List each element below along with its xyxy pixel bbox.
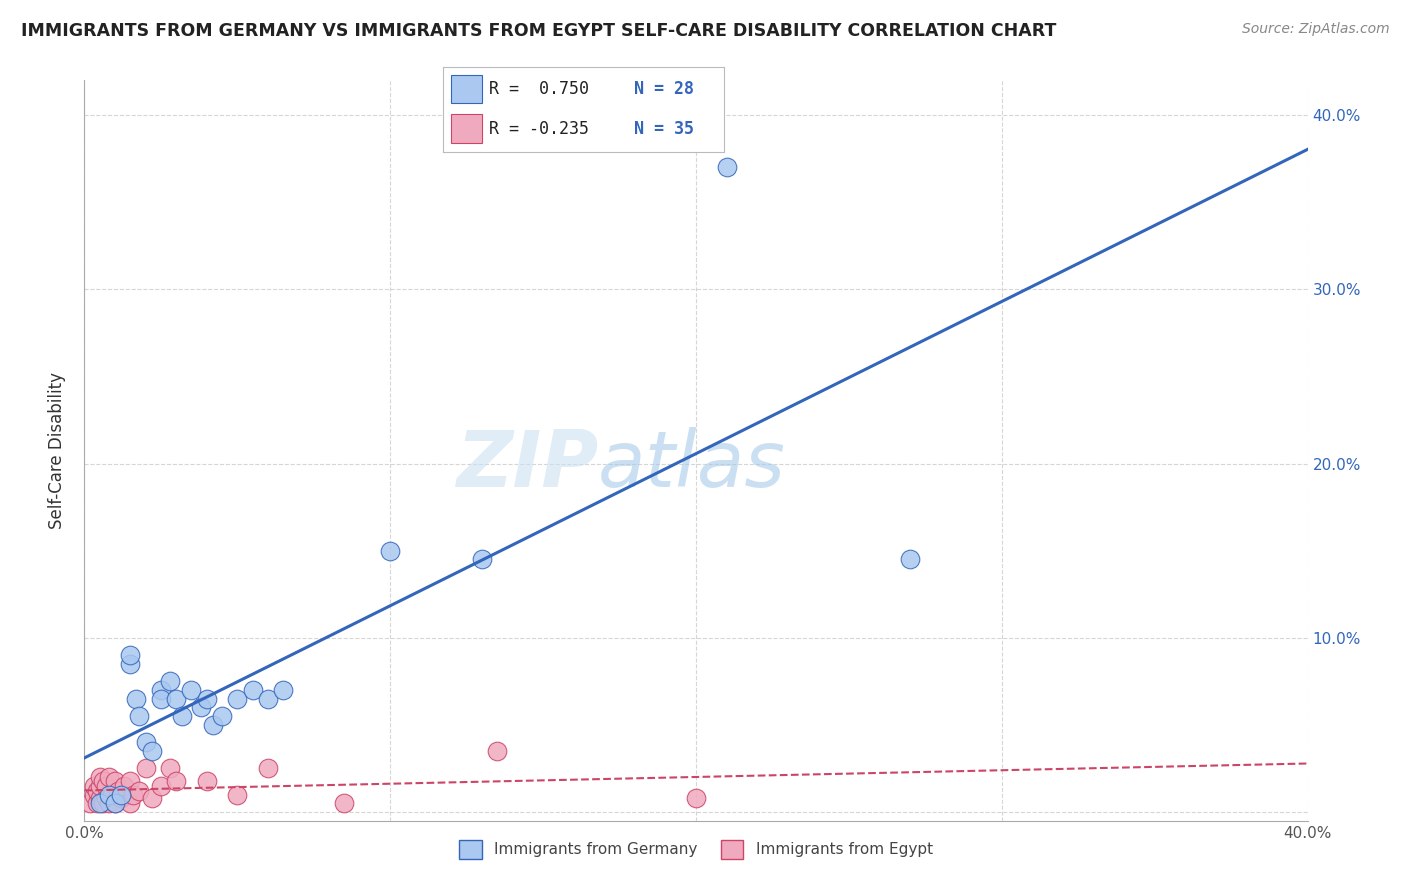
Point	[242, 683, 264, 698]
Point	[83, 779, 105, 793]
Point	[91, 796, 114, 810]
Point	[165, 691, 187, 706]
Point	[271, 683, 294, 698]
Legend: Immigrants from Germany, Immigrants from Egypt: Immigrants from Germany, Immigrants from…	[453, 834, 939, 865]
Text: N = 28: N = 28	[634, 80, 695, 98]
Point	[97, 770, 120, 784]
Point	[190, 700, 212, 714]
Point	[120, 796, 142, 810]
Point	[86, 784, 108, 798]
Point	[107, 784, 129, 798]
Point	[120, 657, 142, 671]
Point	[195, 773, 218, 788]
Point	[135, 761, 157, 775]
Point	[94, 791, 117, 805]
Y-axis label: Self-Care Disability: Self-Care Disability	[48, 372, 66, 529]
Point	[149, 683, 172, 698]
Point	[104, 796, 127, 810]
Point	[149, 779, 172, 793]
Point	[120, 648, 142, 662]
Text: IMMIGRANTS FROM GERMANY VS IMMIGRANTS FROM EGYPT SELF-CARE DISABILITY CORRELATIO: IMMIGRANTS FROM GERMANY VS IMMIGRANTS FR…	[21, 22, 1056, 40]
Point	[89, 770, 111, 784]
Point	[97, 796, 120, 810]
Bar	[451, 75, 482, 103]
Point	[380, 543, 402, 558]
Point	[333, 796, 356, 810]
Point	[104, 796, 127, 810]
Point	[257, 691, 280, 706]
Point	[101, 788, 124, 802]
Point	[89, 796, 111, 810]
Point	[159, 761, 181, 775]
Text: atlas: atlas	[598, 427, 786, 503]
Point	[172, 709, 194, 723]
Point	[149, 691, 172, 706]
Point	[97, 788, 120, 802]
Point	[195, 691, 218, 706]
Text: R = -0.235: R = -0.235	[489, 120, 589, 137]
Point	[112, 779, 135, 793]
Point	[141, 744, 163, 758]
Point	[122, 788, 145, 802]
Point	[104, 773, 127, 788]
Point	[110, 791, 132, 805]
Point	[94, 779, 117, 793]
Bar	[451, 114, 482, 143]
Point	[110, 788, 132, 802]
Point	[79, 796, 101, 810]
Point	[716, 161, 738, 175]
Text: ZIP: ZIP	[456, 427, 598, 503]
Point	[165, 773, 187, 788]
Point	[89, 779, 111, 793]
Text: N = 35: N = 35	[634, 120, 695, 137]
Point	[486, 744, 509, 758]
Point	[201, 718, 224, 732]
Point	[86, 796, 108, 810]
Point	[257, 761, 280, 775]
Point	[685, 791, 707, 805]
Point	[226, 788, 249, 802]
Point	[135, 735, 157, 749]
Text: Source: ZipAtlas.com: Source: ZipAtlas.com	[1241, 22, 1389, 37]
Point	[128, 709, 150, 723]
Point	[128, 784, 150, 798]
Point	[141, 791, 163, 805]
Point	[91, 773, 114, 788]
Point	[898, 552, 921, 566]
Point	[180, 683, 202, 698]
Point	[159, 674, 181, 689]
Point	[226, 691, 249, 706]
Point	[83, 788, 105, 802]
Point	[211, 709, 233, 723]
Text: R =  0.750: R = 0.750	[489, 80, 589, 98]
Point	[125, 691, 148, 706]
Point	[120, 773, 142, 788]
Point	[89, 791, 111, 805]
Point	[471, 552, 494, 566]
